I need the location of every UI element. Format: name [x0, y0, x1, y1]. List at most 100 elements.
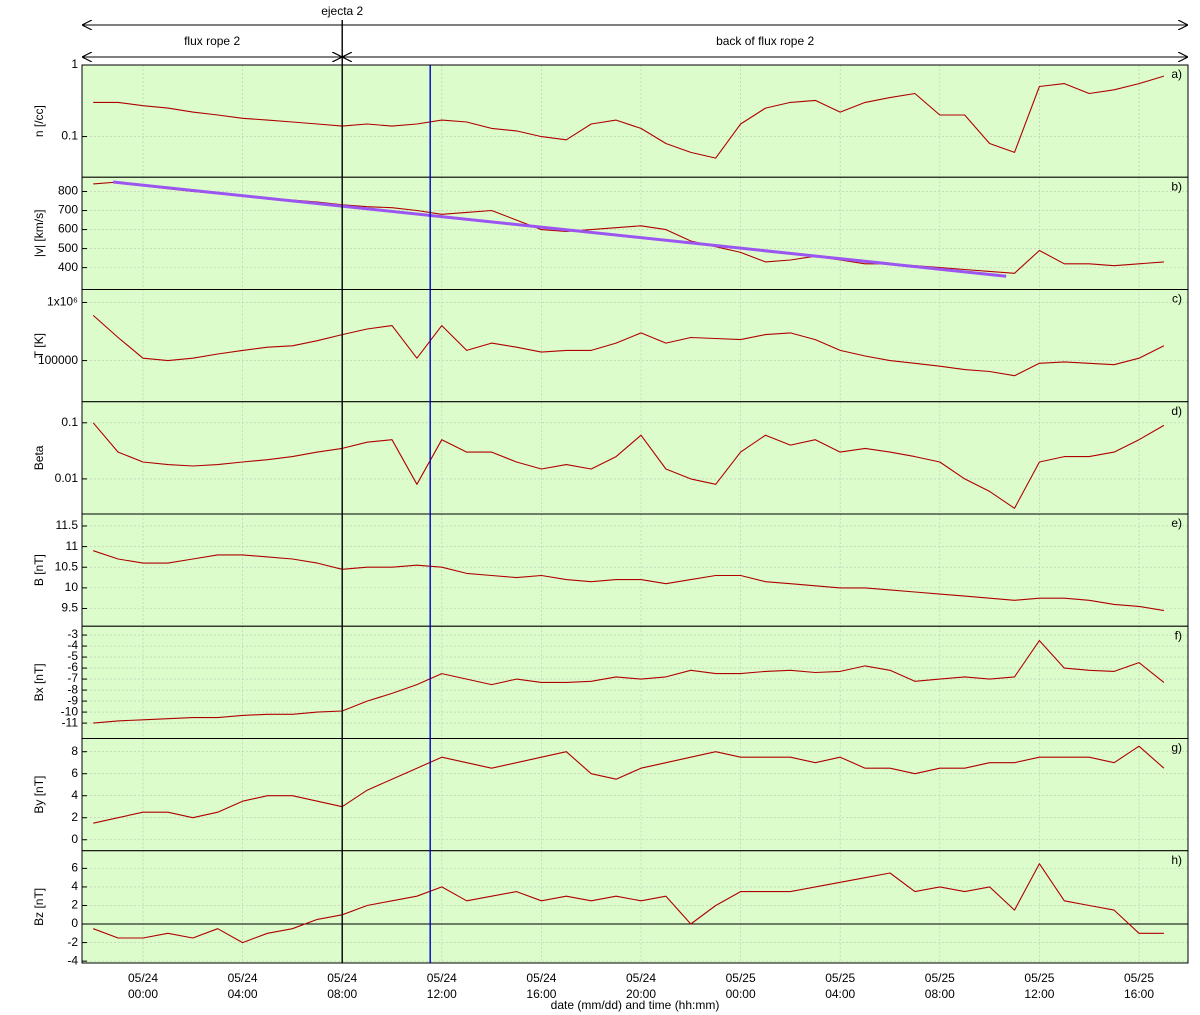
x-tick-time: 00:00	[128, 987, 158, 1001]
series-line	[93, 863, 1164, 944]
annotation: back of flux rope 2	[716, 34, 814, 48]
y-axis-label: |v| [km/s]	[32, 210, 46, 258]
panel-label: g)	[1171, 741, 1182, 755]
x-tick-date: 05/25	[1024, 971, 1054, 985]
x-tick-date: 05/24	[128, 971, 158, 985]
panel-label: e)	[1171, 516, 1182, 530]
y-tick-label: -2	[67, 935, 78, 949]
x-tick-time: 08:00	[925, 987, 955, 1001]
panel-background	[82, 289, 1188, 402]
x-tick-time: 00:00	[726, 987, 756, 1001]
x-tick-date: 05/25	[726, 971, 756, 985]
x-tick-label: 05/25 12:00	[1024, 971, 1054, 1001]
panel-label: c)	[1172, 292, 1182, 306]
x-tick-date: 05/25	[825, 971, 855, 985]
y-axis-label: Bx [nT]	[32, 663, 46, 701]
x-tick-label: 05/24 08:00	[327, 971, 357, 1001]
y-tick-label: 0.01	[55, 471, 79, 485]
x-tick-date: 05/25	[1124, 971, 1154, 985]
series-line	[93, 745, 1165, 824]
series-line	[112, 180, 1007, 278]
x-tick-date: 05/24	[526, 971, 556, 985]
x-tick-label: 05/24 04:00	[228, 971, 258, 1001]
y-axis-label: n [/cc]	[32, 105, 46, 137]
y-tick-label: -6	[67, 660, 78, 674]
series-line	[93, 75, 1165, 159]
y-tick-label: -8	[67, 682, 78, 696]
x-tick-time: 16:00	[526, 987, 556, 1001]
x-tick-time: 16:00	[1124, 987, 1154, 1001]
panel-background	[82, 401, 1188, 514]
x-tick-date: 05/24	[327, 971, 357, 985]
x-axis-label: date (mm/dd) and time (hh:mm)	[551, 998, 720, 1012]
y-axis-label: Bz [nT]	[32, 888, 46, 926]
y-tick-label: -9	[67, 693, 78, 707]
y-tick-label: 8	[71, 744, 78, 758]
y-tick-label: 10	[65, 580, 79, 594]
panel-background	[82, 177, 1188, 290]
x-tick-date: 05/24	[228, 971, 258, 985]
x-tick-time: 12:00	[1024, 987, 1054, 1001]
x-tick-time: 12:00	[427, 987, 457, 1001]
x-tick-label: 05/24 00:00	[128, 971, 158, 1001]
panel-label: h)	[1171, 853, 1182, 867]
y-tick-label: -11	[62, 715, 79, 729]
x-tick-date: 05/25	[925, 971, 955, 985]
series-line	[92, 314, 1165, 377]
y-tick-label: 11	[66, 539, 79, 553]
y-axis-label: T [K]	[32, 333, 46, 358]
x-tick-date: 05/24	[427, 971, 457, 985]
series-line	[93, 640, 1165, 724]
y-tick-label: 700	[58, 203, 78, 217]
y-tick-label: 500	[58, 241, 78, 255]
y-tick-label: 11.5	[56, 518, 79, 532]
y-tick-label: 4	[71, 879, 78, 893]
y-tick-label: 0	[71, 916, 78, 930]
y-tick-label: 9.5	[61, 601, 78, 615]
panel-background	[82, 514, 1188, 627]
y-axis-label: B [nT]	[32, 554, 46, 586]
panel-label: a)	[1171, 67, 1182, 81]
panel-background	[82, 626, 1188, 739]
panel-background	[82, 850, 1188, 963]
y-tick-label: 0.1	[61, 129, 78, 143]
y-tick-label: 10.5	[55, 559, 79, 573]
y-tick-label: -7	[67, 671, 78, 685]
y-tick-label: 0.1	[61, 415, 78, 429]
panel-label: b)	[1171, 179, 1182, 193]
panel-background	[82, 738, 1188, 851]
annotation: ejecta 2	[321, 4, 363, 18]
y-tick-label: 800	[58, 184, 78, 198]
y-tick-label: 2	[71, 898, 78, 912]
x-tick-time: 04:00	[228, 987, 258, 1001]
annotation: flux rope 2	[184, 34, 240, 48]
x-tick-label: 05/25 04:00	[825, 971, 855, 1001]
y-tick-label: -4	[67, 638, 78, 652]
y-tick-label: 1	[71, 57, 78, 71]
y-axis-label: Beta	[32, 445, 46, 470]
x-tick-date: 05/24	[626, 971, 656, 985]
x-tick-label: 05/24 12:00	[427, 971, 457, 1001]
y-tick-label: 400	[58, 260, 78, 274]
y-tick-label: 1x10⁶	[47, 295, 78, 309]
y-tick-label: 600	[58, 222, 78, 236]
x-tick-label: 05/25 00:00	[726, 971, 756, 1001]
y-tick-label: 2	[71, 810, 78, 824]
x-tick-label: 05/25 16:00	[1124, 971, 1154, 1001]
panel-label: f)	[1175, 628, 1182, 642]
y-tick-label: -3	[67, 627, 78, 641]
y-tick-label: 100000	[38, 353, 78, 367]
x-tick-time: 20:00	[626, 987, 656, 1001]
y-axis-label: By [nT]	[32, 776, 46, 814]
y-tick-label: 0	[71, 832, 78, 846]
y-tick-label: -5	[67, 649, 78, 663]
x-tick-label: 05/24 16:00	[526, 971, 556, 1001]
y-tick-label: 6	[71, 861, 78, 875]
series-line	[93, 550, 1164, 612]
panel-label: d)	[1171, 404, 1182, 418]
series-line	[92, 422, 1165, 509]
y-tick-label: -4	[67, 953, 78, 967]
y-tick-label: -10	[61, 704, 79, 718]
x-tick-label: 05/25 08:00	[925, 971, 955, 1001]
